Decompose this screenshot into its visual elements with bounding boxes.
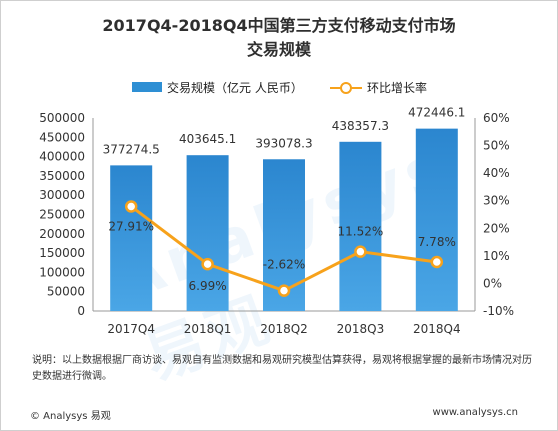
growth-rate-label: 27.91%: [108, 219, 154, 233]
right-axis-tick-label: 50%: [483, 139, 510, 153]
x-axis-category-label: 2018Q1: [184, 322, 232, 336]
bar: [415, 128, 458, 311]
legend: 交易规模（亿元 人民币） 环比增长率: [0, 78, 558, 98]
bar: [339, 141, 382, 311]
growth-rate-label: -2.62%: [263, 258, 305, 272]
left-axis-tick-label: 400000: [39, 150, 85, 164]
legend-bar-swatch: [132, 82, 162, 92]
right-axis-tick-label: 10%: [483, 249, 510, 263]
growth-rate-label: 11.52%: [338, 225, 384, 239]
growth-rate-point: [430, 255, 444, 269]
left-axis-tick-label: 50000: [47, 285, 85, 299]
left-axis-tick-label: 300000: [39, 188, 85, 202]
right-axis-tick-label: 20%: [483, 221, 510, 235]
footer-copyright: © Analysys 易观: [30, 411, 111, 422]
x-axis-category-label: 2018Q3: [337, 322, 385, 336]
bar-value-label: 403645.1: [179, 132, 236, 146]
right-axis-tick-label: 60%: [483, 111, 510, 125]
chart-title-line2: 交易规模: [246, 40, 311, 59]
right-axis-tick-label: 0%: [483, 276, 502, 290]
left-axis-tick-label: 150000: [39, 246, 85, 260]
growth-rate-point: [124, 200, 138, 213]
left-axis-tick-label: 500000: [39, 111, 85, 125]
left-axis-tick-label: 0: [77, 304, 85, 318]
growth-rate-point: [277, 284, 291, 297]
chart-title-line1: 2017Q4-2018Q4中国第三方支付移动支付市场: [102, 16, 456, 35]
growth-rate-label: 6.99%: [189, 279, 227, 293]
growth-rate-point: [354, 245, 367, 258]
bar-value-label: 438357.3: [332, 119, 389, 133]
x-axis-category-label: 2018Q2: [260, 322, 308, 336]
bar-value-label: 472446.1: [408, 106, 465, 120]
left-axis-tick-label: 250000: [39, 208, 85, 222]
bar-value-label: 393078.3: [255, 136, 312, 150]
x-axis-category-label: 2018Q4: [413, 322, 461, 336]
growth-rate-label: 7.78%: [418, 235, 456, 249]
footer-website: www.analysys.cn: [432, 407, 518, 418]
left-axis-tick-label: 200000: [39, 227, 85, 241]
bar-value-label: 377274.5: [103, 142, 160, 156]
right-axis-tick-label: -10%: [483, 304, 514, 318]
bar: [186, 155, 229, 311]
legend-line-marker: [340, 82, 352, 94]
left-axis-tick-label: 100000: [39, 265, 85, 279]
chart-note: 说明：以上数据根据厂商访谈、易观自有监测数据和易观研究模型估算获得，易观将根据掌…: [32, 355, 532, 382]
left-axis-tick-label: 450000: [39, 130, 85, 144]
right-axis-tick-label: 40%: [483, 166, 510, 180]
left-axis-tick-label: 350000: [39, 169, 85, 183]
legend-bar-label: 交易规模（亿元 人民币）: [167, 81, 303, 95]
bar: [110, 165, 153, 311]
growth-rate-point: [201, 257, 214, 271]
legend-line-label: 环比增长率: [367, 81, 428, 95]
right-axis-tick-label: 30%: [483, 194, 510, 208]
x-axis-category-label: 2017Q4: [107, 322, 155, 336]
